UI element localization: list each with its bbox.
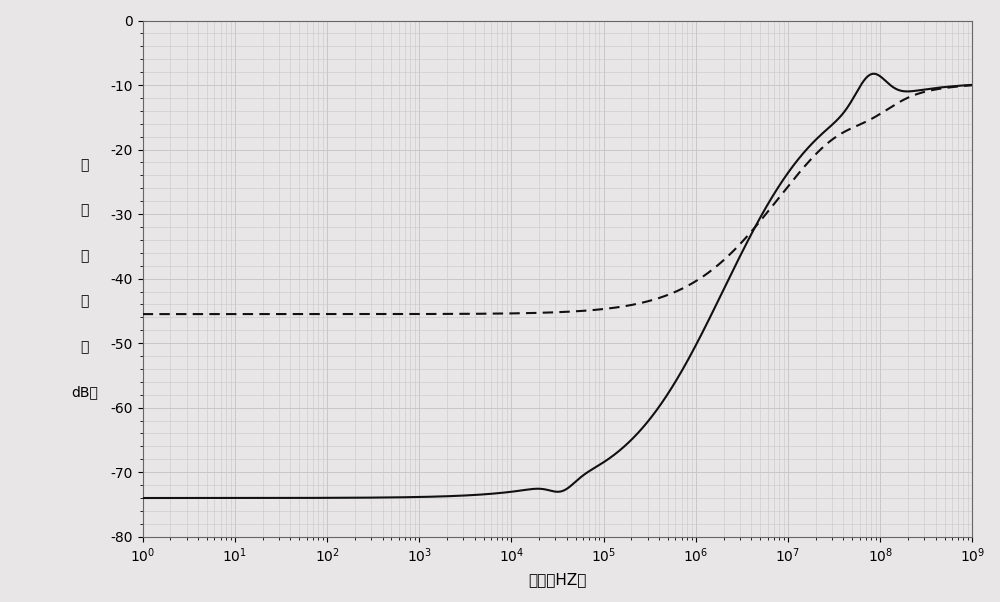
- Text: 制: 制: [80, 294, 89, 308]
- Text: 比: 比: [80, 340, 89, 354]
- Text: 模: 模: [80, 203, 89, 217]
- Text: 抑: 抑: [80, 249, 89, 263]
- Text: 共: 共: [80, 158, 89, 172]
- X-axis label: 频率（HZ）: 频率（HZ）: [528, 572, 587, 587]
- Text: dB）: dB）: [71, 385, 98, 399]
